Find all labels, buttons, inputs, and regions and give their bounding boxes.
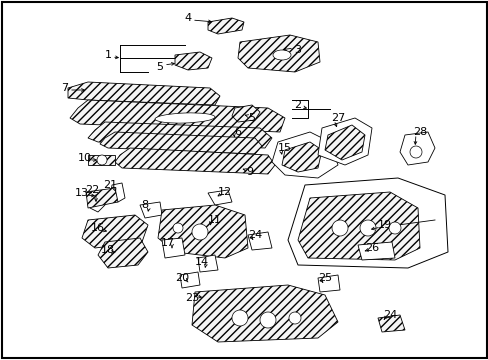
Text: 8: 8 bbox=[141, 200, 148, 210]
Polygon shape bbox=[207, 190, 231, 205]
Polygon shape bbox=[86, 188, 118, 208]
Polygon shape bbox=[198, 255, 218, 272]
Text: 13: 13 bbox=[75, 188, 89, 198]
Polygon shape bbox=[207, 18, 244, 34]
Circle shape bbox=[231, 310, 247, 326]
Text: 24: 24 bbox=[382, 310, 396, 320]
Text: 12: 12 bbox=[218, 187, 232, 197]
Text: 27: 27 bbox=[330, 113, 345, 123]
Polygon shape bbox=[110, 183, 125, 202]
Polygon shape bbox=[287, 178, 447, 268]
Circle shape bbox=[388, 222, 400, 234]
Text: 11: 11 bbox=[207, 215, 222, 225]
Polygon shape bbox=[282, 142, 321, 172]
Polygon shape bbox=[231, 105, 260, 122]
Polygon shape bbox=[399, 132, 434, 165]
Ellipse shape bbox=[155, 113, 215, 123]
Polygon shape bbox=[180, 272, 200, 288]
Polygon shape bbox=[90, 192, 105, 212]
Text: 2: 2 bbox=[294, 100, 301, 110]
Polygon shape bbox=[247, 232, 271, 250]
Polygon shape bbox=[325, 125, 364, 160]
Text: 10: 10 bbox=[78, 153, 92, 163]
Polygon shape bbox=[100, 132, 262, 154]
Text: 15: 15 bbox=[278, 143, 291, 153]
Polygon shape bbox=[238, 35, 319, 72]
Circle shape bbox=[173, 223, 183, 233]
Polygon shape bbox=[317, 275, 339, 292]
Text: 25: 25 bbox=[317, 273, 331, 283]
Text: 28: 28 bbox=[412, 127, 426, 137]
Circle shape bbox=[409, 146, 421, 158]
Polygon shape bbox=[98, 238, 148, 268]
Text: 19: 19 bbox=[377, 220, 391, 230]
Polygon shape bbox=[88, 155, 115, 165]
Text: 14: 14 bbox=[195, 257, 209, 267]
Text: 4: 4 bbox=[184, 13, 191, 23]
Text: 26: 26 bbox=[364, 243, 378, 253]
Text: 24: 24 bbox=[247, 230, 262, 240]
Text: 20: 20 bbox=[175, 273, 189, 283]
Circle shape bbox=[331, 220, 347, 236]
Circle shape bbox=[359, 220, 375, 236]
Text: 7: 7 bbox=[61, 83, 68, 93]
Text: 9: 9 bbox=[246, 167, 253, 177]
Polygon shape bbox=[115, 148, 274, 174]
Ellipse shape bbox=[272, 50, 290, 60]
Text: 18: 18 bbox=[101, 245, 115, 255]
Polygon shape bbox=[68, 82, 220, 105]
Text: 3: 3 bbox=[294, 45, 301, 55]
Polygon shape bbox=[357, 242, 394, 260]
Text: 6: 6 bbox=[234, 127, 241, 137]
Circle shape bbox=[97, 155, 107, 165]
Polygon shape bbox=[192, 285, 337, 342]
Text: 21: 21 bbox=[103, 180, 117, 190]
Polygon shape bbox=[88, 122, 271, 148]
Text: 16: 16 bbox=[91, 223, 105, 233]
Polygon shape bbox=[162, 238, 184, 258]
Circle shape bbox=[260, 312, 275, 328]
Polygon shape bbox=[377, 315, 404, 332]
Polygon shape bbox=[140, 202, 162, 218]
Polygon shape bbox=[271, 132, 337, 178]
Circle shape bbox=[288, 312, 301, 324]
Polygon shape bbox=[70, 100, 285, 132]
Text: 5: 5 bbox=[248, 113, 255, 123]
Polygon shape bbox=[175, 52, 212, 70]
Polygon shape bbox=[317, 118, 371, 165]
Text: 23: 23 bbox=[184, 293, 199, 303]
Circle shape bbox=[192, 224, 207, 240]
Polygon shape bbox=[297, 192, 419, 260]
Text: 22: 22 bbox=[85, 185, 99, 195]
Text: 5: 5 bbox=[156, 62, 163, 72]
Polygon shape bbox=[158, 205, 247, 258]
Text: 17: 17 bbox=[161, 238, 175, 248]
Polygon shape bbox=[82, 215, 148, 248]
Text: 1: 1 bbox=[104, 50, 111, 60]
